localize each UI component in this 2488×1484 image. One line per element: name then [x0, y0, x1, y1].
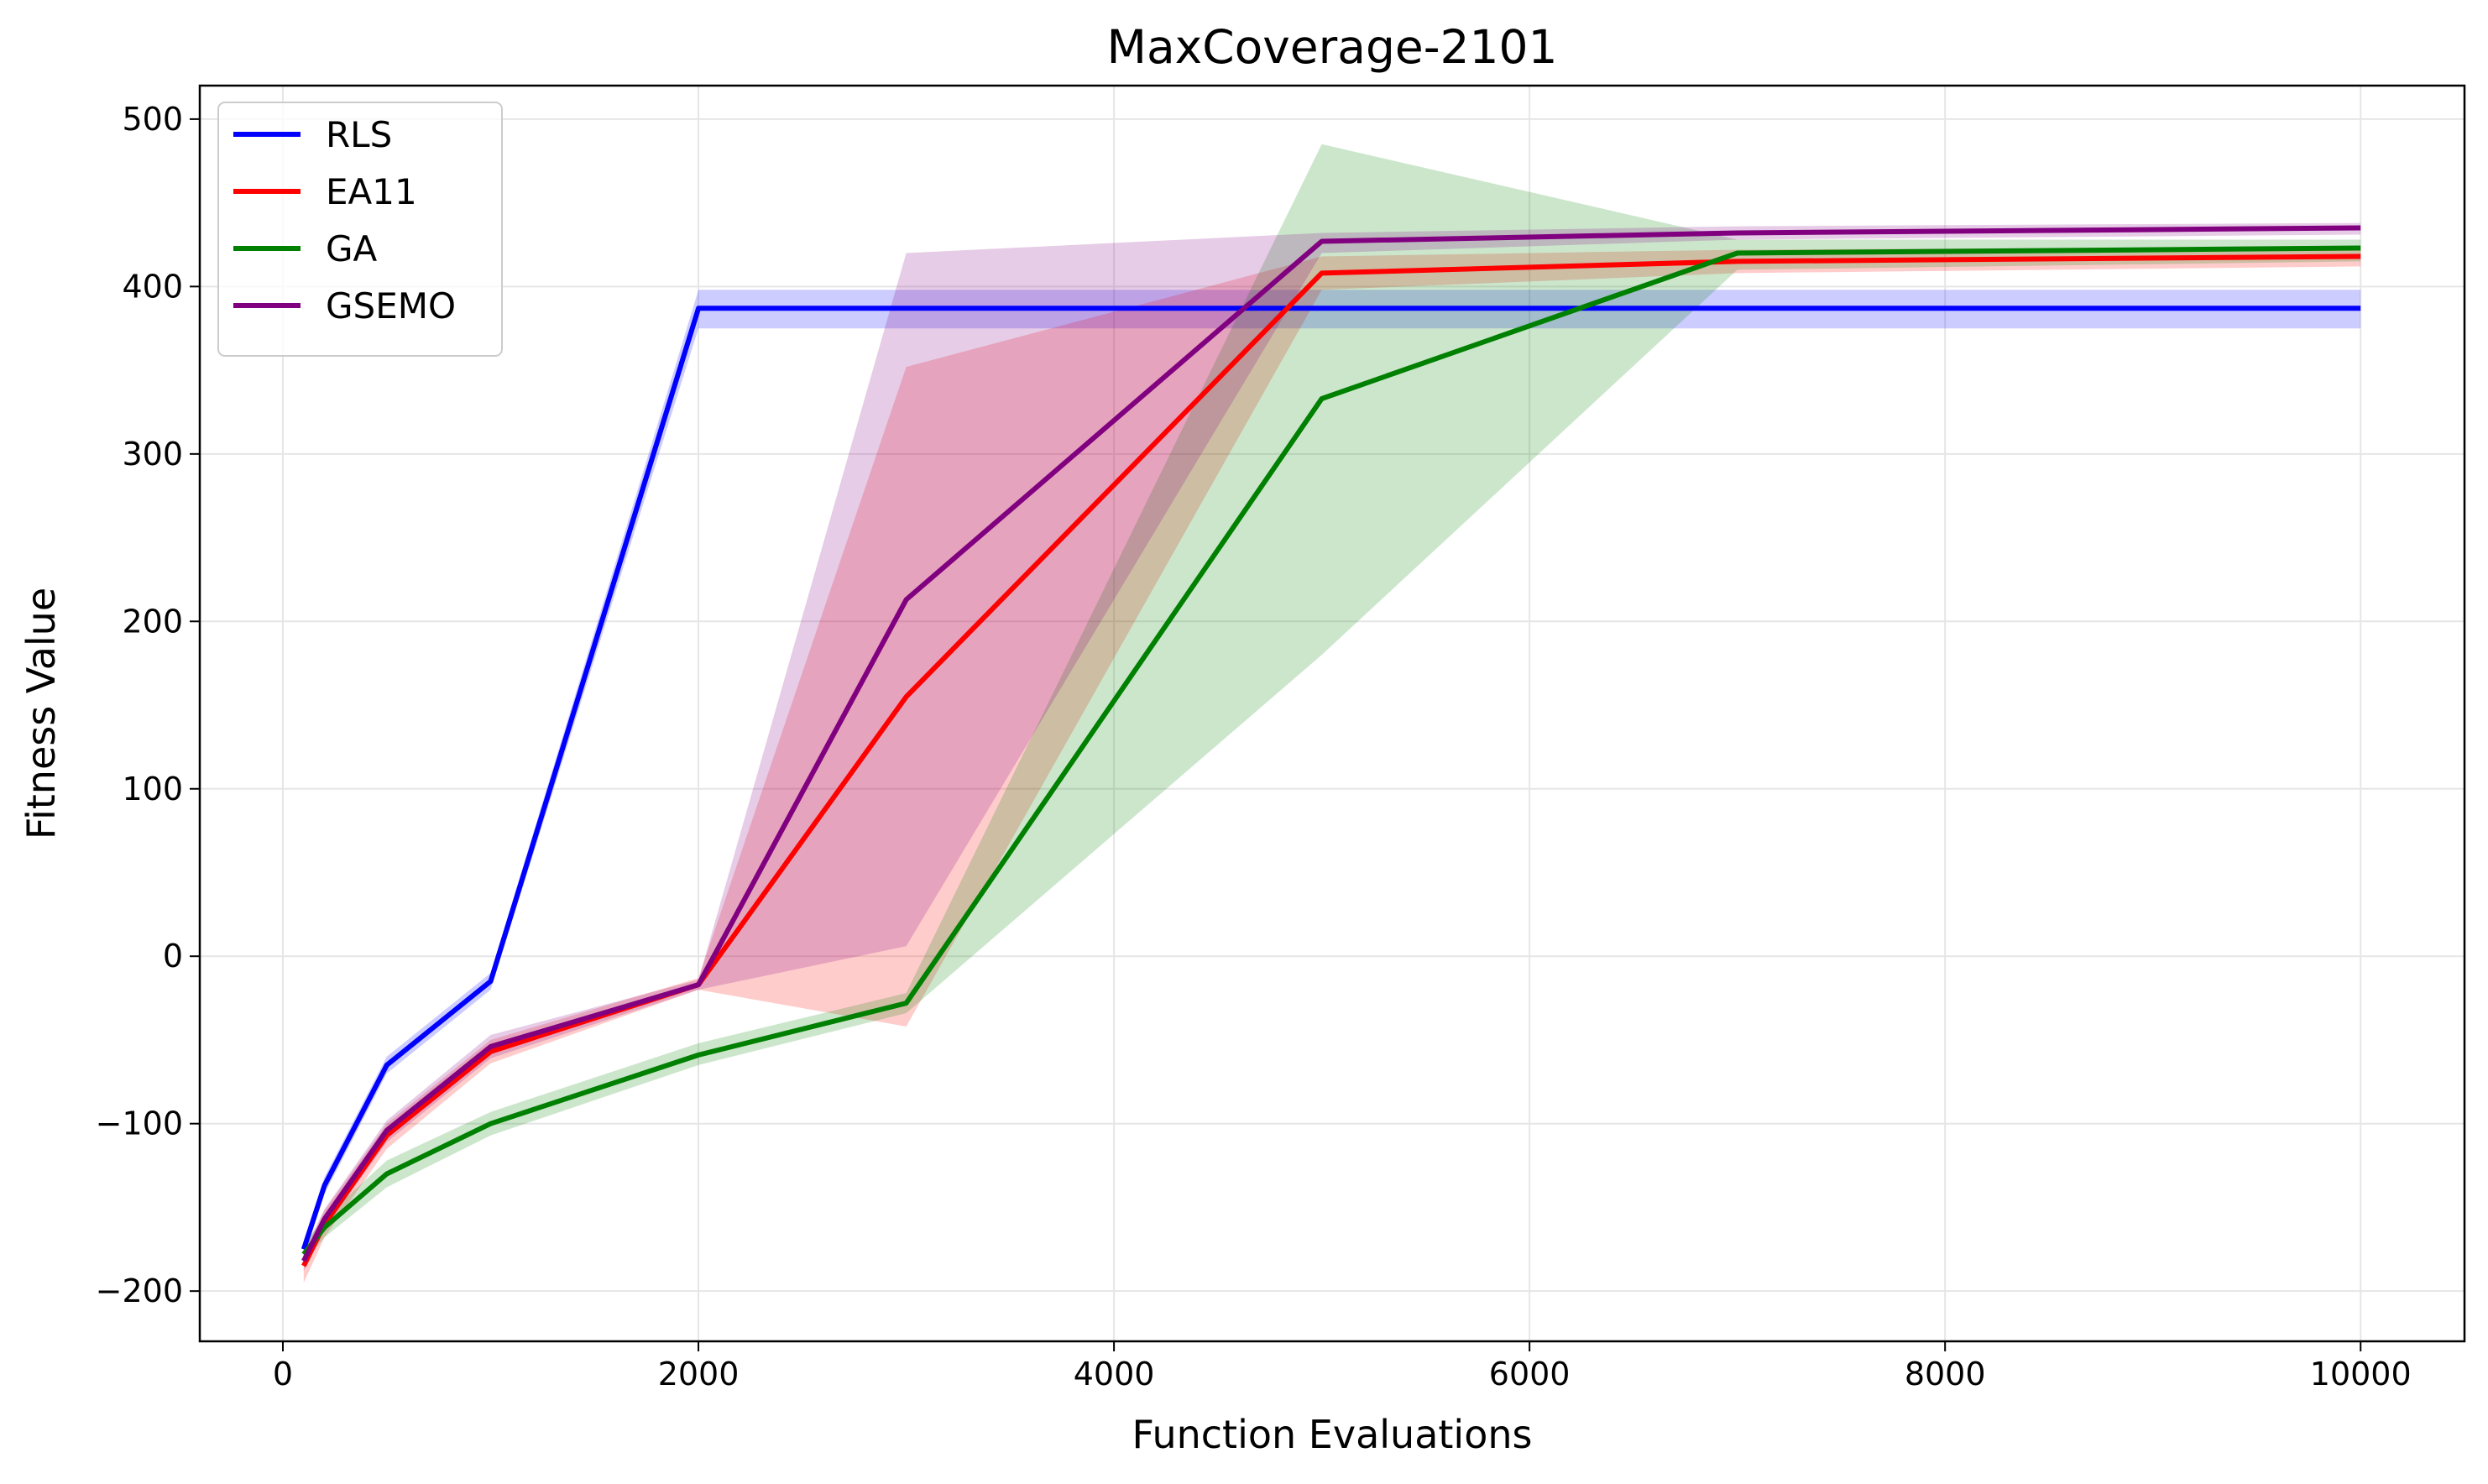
axis-ticks: 0 2000 4000 6000 8000 10000 −200 −100 0 100 200 300…	[96, 101, 2412, 1393]
x-tick-label: 2000	[658, 1356, 740, 1393]
legend-label-ea11: EA11	[326, 171, 417, 212]
y-axis-title: Fitness Value	[18, 588, 64, 839]
grid-lines	[200, 86, 2464, 1341]
y-tick-label: 200	[122, 603, 183, 640]
x-tick-label: 6000	[1489, 1356, 1571, 1393]
legend: RLS EA11 GA GSEMO	[217, 102, 503, 357]
y-tick-label: −200	[96, 1272, 183, 1309]
y-tick-label: 100	[122, 771, 183, 807]
y-tick-label: 0	[163, 938, 183, 975]
y-tick-label: 500	[122, 101, 183, 138]
ga-series-line	[301, 245, 2361, 1257]
legend-label-rls: RLS	[326, 114, 392, 155]
x-tick-label: 10000	[2310, 1356, 2412, 1393]
x-tick-label: 8000	[1905, 1356, 1986, 1393]
chart-title: MaxCoverage-2101	[1106, 20, 1557, 74]
gsemo-series-line	[301, 225, 2361, 1262]
y-tick-label: −100	[96, 1105, 183, 1142]
legend-label-ga: GA	[326, 228, 378, 269]
legend-label-gsemo: GSEMO	[326, 285, 456, 327]
plot-frame	[198, 84, 2466, 1343]
x-tick-label: 4000	[1074, 1356, 1155, 1393]
series-lines	[301, 225, 2361, 1267]
rls-series-line	[301, 306, 2361, 1251]
y-tick-label: 400	[122, 268, 183, 305]
x-axis-title: Function Evaluations	[1132, 1412, 1533, 1457]
legend-box	[217, 102, 503, 357]
y-tick-label: 300	[122, 436, 183, 473]
x-tick-label: 0	[273, 1356, 293, 1393]
